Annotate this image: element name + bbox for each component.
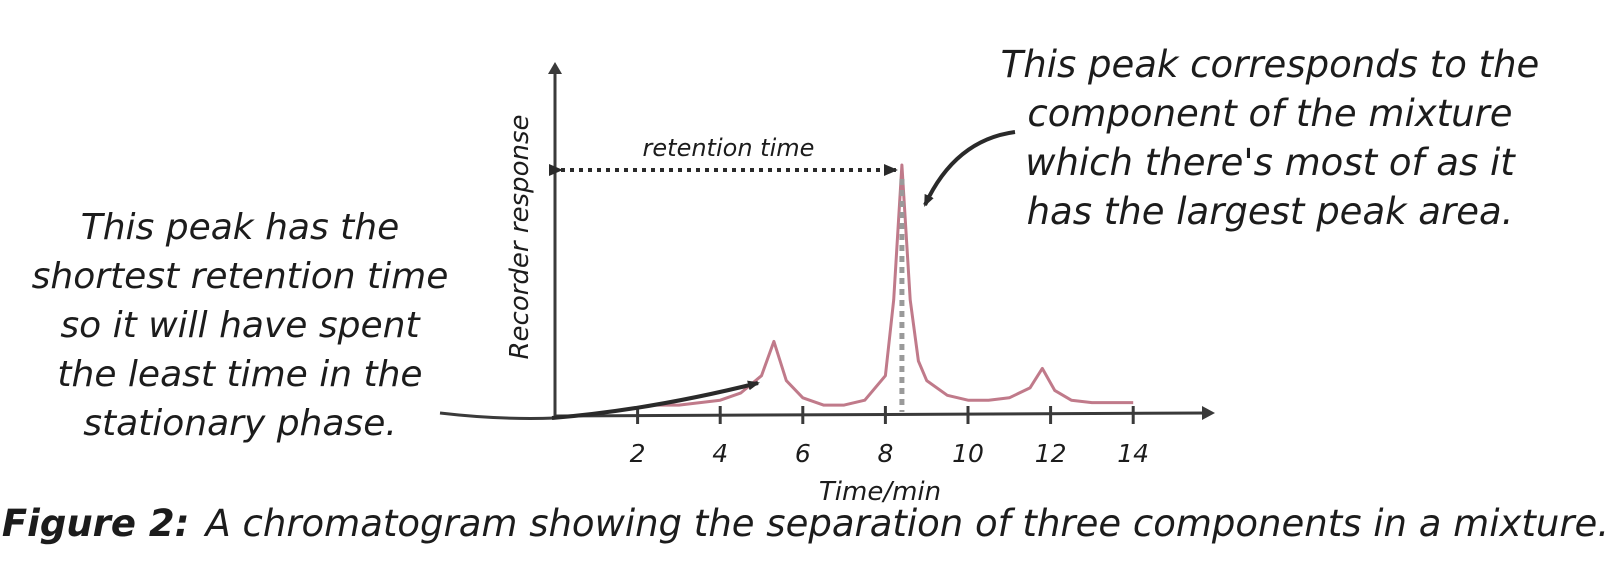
small-peak-pointer-arrow: [551, 380, 760, 420]
x-tick-label: 10: [952, 439, 984, 468]
x-tick-label: 6: [795, 439, 811, 468]
x-tick-label: 4: [712, 439, 728, 468]
large-peak-pointer-arrow: [923, 130, 1016, 207]
figure-caption-label: Figure 2:: [1, 502, 190, 545]
y-axis-arrow-icon: [548, 62, 562, 74]
x-tick-label: 8: [877, 439, 893, 468]
y-axis-label: Recorder response: [505, 114, 535, 359]
chromatogram-trace: [650, 163, 1134, 407]
baseline-curve: [439, 411, 556, 420]
x-tick-label: 2: [630, 439, 646, 468]
x-tick-label: 12: [1035, 439, 1067, 468]
x-axis: [554, 411, 1209, 418]
retention-time-label: retention time: [643, 134, 815, 162]
shortest-retention-note: This peak has the shortest retention tim…: [31, 207, 449, 444]
x-tick-label: 14: [1117, 439, 1149, 468]
x-axis-arrow-icon: [1202, 406, 1215, 420]
figure-caption-text: A chromatogram showing the separation of…: [205, 502, 1610, 545]
largest-peak-note: This peak corresponds to the component o…: [1000, 43, 1540, 233]
figure-caption: Figure 2: A chromatogram showing the sepa…: [0, 502, 1611, 545]
x-axis-label: Time/min: [819, 477, 941, 507]
